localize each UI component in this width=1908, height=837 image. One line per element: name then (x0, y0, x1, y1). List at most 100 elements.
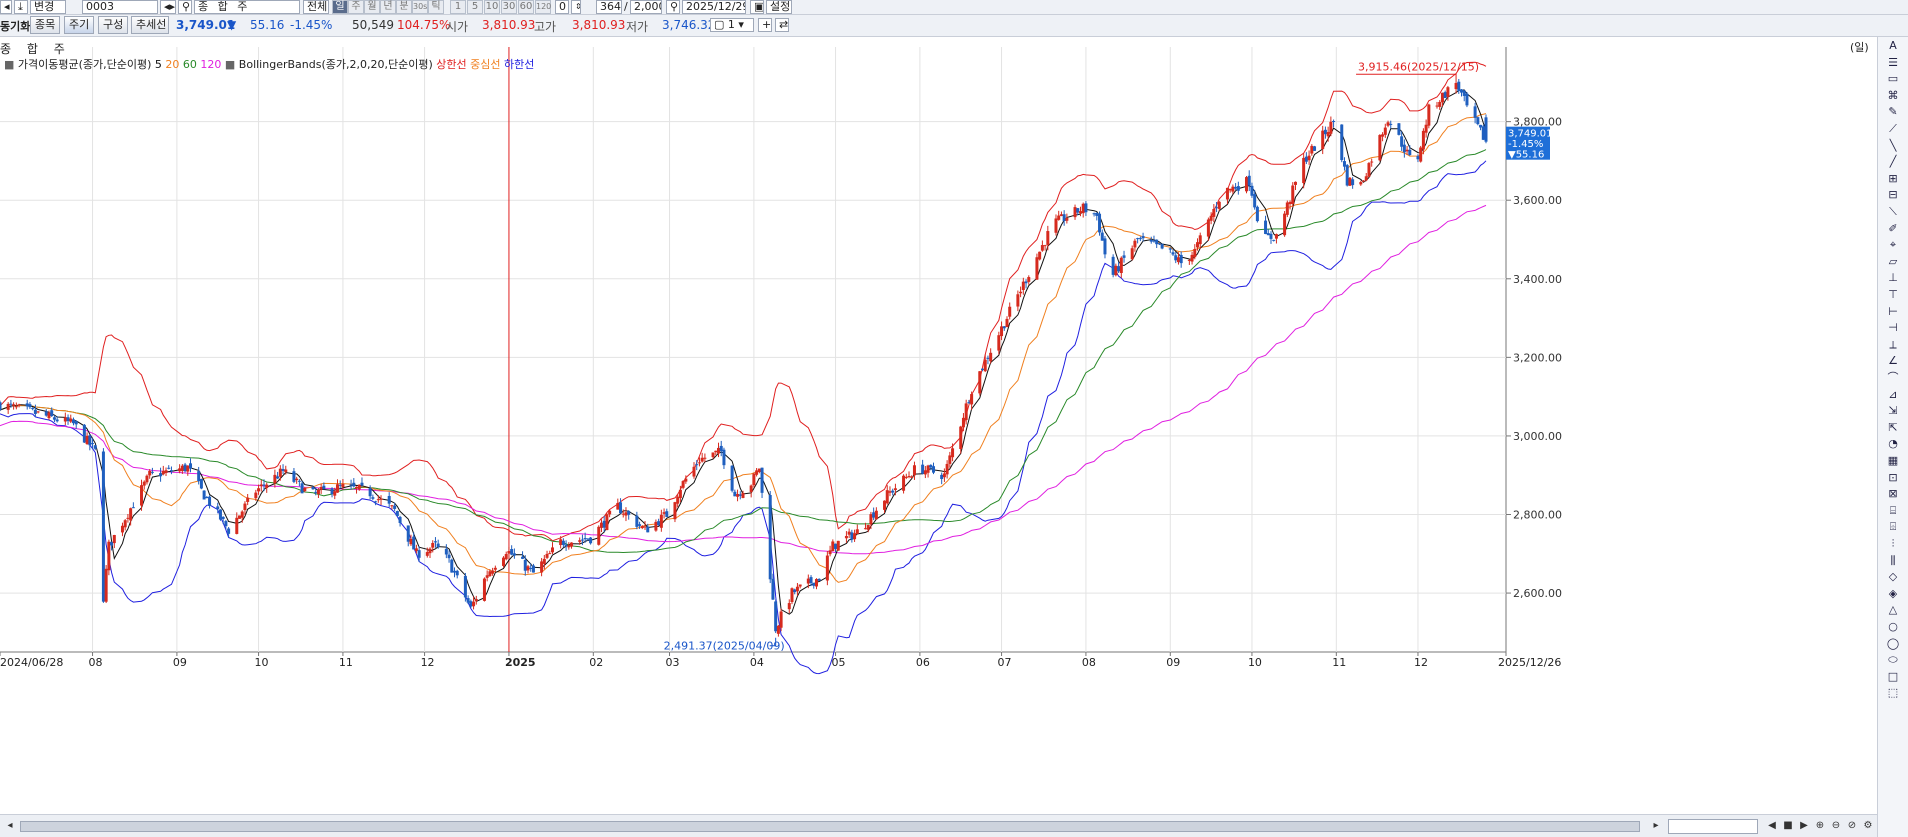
draw-tool-icon[interactable]: ◔ (1888, 437, 1898, 451)
tab-item[interactable]: 종목 (30, 16, 60, 34)
swap-icon[interactable]: ⇄ (775, 18, 789, 32)
draw-tool-icon[interactable]: ╲ (1889, 138, 1897, 152)
draw-tool-icon[interactable]: A (1889, 39, 1897, 52)
total-field[interactable]: 2,000 (630, 0, 662, 14)
period-tab[interactable]: 30s (412, 0, 428, 14)
bottom-scrollbar[interactable]: ◂ ▸ ◀ ■ ▶ ⊕ ⊖ ⊘ ⚙ (0, 814, 1877, 837)
scroll-thumb[interactable] (20, 821, 1640, 832)
add-icon[interactable]: + (758, 18, 772, 32)
draw-tool-icon[interactable]: ▱ (1888, 254, 1898, 268)
draw-tool-icon[interactable]: ⌸ (1889, 503, 1897, 517)
tick-tab[interactable]: 5 (467, 0, 483, 14)
play-icon[interactable]: ▶ (1800, 820, 1808, 831)
draw-tool-icon[interactable]: □ (1887, 669, 1899, 683)
period-tab[interactable]: 틱 (428, 0, 444, 14)
candle-body (1351, 179, 1355, 186)
tab-period[interactable]: 주기 (64, 16, 94, 34)
candle-body (757, 468, 761, 473)
draw-tool-icon[interactable]: ⌖ (1889, 238, 1897, 252)
draw-tool-icon[interactable]: ◯ (1886, 636, 1900, 650)
layout-select[interactable]: ▢ 1 ▾ (710, 18, 754, 32)
save-icon[interactable]: ▣ (750, 0, 764, 14)
draw-tool-icon[interactable]: ⊢ (1888, 304, 1898, 318)
draw-tool-icon[interactable]: ⌹ (1889, 520, 1897, 534)
draw-tool-icon[interactable]: ⊤ (1888, 288, 1898, 301)
draw-tool-icon[interactable]: ▦ (1887, 454, 1899, 467)
period-tab[interactable]: 일 (332, 0, 348, 14)
draw-tool-icon[interactable]: ⊥ (1888, 271, 1898, 285)
code-input[interactable]: 0003 (82, 0, 158, 14)
stock-name-field[interactable]: 종 합 주 (194, 0, 300, 14)
spin-value[interactable]: 0 (555, 0, 569, 14)
candle-body (847, 531, 851, 535)
draw-tool-icon[interactable]: ⟂ (1889, 337, 1897, 351)
menu-arrow-icon[interactable]: ◂ (0, 0, 12, 14)
draw-tool-icon[interactable]: ✎ (1888, 105, 1898, 119)
tab-compose[interactable]: 구성 (98, 16, 128, 34)
candle-body (774, 601, 778, 632)
draw-tool-icon[interactable]: ⟍ (1889, 205, 1897, 218)
draw-tool-icon[interactable]: ⊿ (1888, 387, 1898, 401)
candle-body (1364, 176, 1368, 181)
scroll-right-icon[interactable]: ▸ (1653, 820, 1659, 831)
scroll-left-icon[interactable]: ◂ (7, 820, 13, 831)
stop-icon[interactable]: ■ (1783, 820, 1793, 831)
draw-tool-icon[interactable]: △ (1888, 603, 1898, 617)
tick-tab[interactable]: 120 (535, 0, 551, 14)
draw-tool-icon[interactable]: ⇱ (1888, 420, 1898, 434)
period-tab[interactable]: 년 (380, 0, 396, 14)
candle-body (246, 497, 250, 502)
period-tab[interactable]: 주 (348, 0, 364, 14)
candle-body (178, 468, 182, 472)
candle-body (902, 475, 906, 491)
zoom-out-icon[interactable]: ⊖ (1831, 820, 1841, 831)
draw-tool-icon[interactable]: ⬭ (1888, 653, 1898, 667)
draw-tool-icon[interactable]: ⊟ (1888, 188, 1898, 202)
draw-tool-icon[interactable]: ⊣ (1888, 321, 1898, 335)
zoom-reset-icon[interactable]: ⊘ (1847, 820, 1857, 831)
draw-tool-icon[interactable]: ⬚ (1887, 686, 1899, 700)
draw-tool-icon[interactable]: ☰ (1888, 55, 1898, 69)
candle-body (183, 464, 187, 472)
settings-button[interactable]: 설정 (766, 0, 792, 14)
scope-button[interactable]: 전체 (303, 0, 329, 14)
tick-tab[interactable]: 30 (501, 0, 517, 14)
draw-tool-icon[interactable]: ▭ (1887, 72, 1899, 86)
zoom-icon[interactable]: ⚲ (666, 0, 680, 14)
period-tab[interactable]: 월 (364, 0, 380, 14)
mode-select[interactable]: 변경 (30, 0, 66, 14)
draw-tool-icon[interactable]: ◇ (1888, 570, 1898, 584)
tick-tab[interactable]: 60 (518, 0, 534, 14)
draw-tool-icon[interactable]: ⌘ (1887, 88, 1899, 102)
draw-tool-icon[interactable]: ⌒ (1887, 371, 1899, 384)
draw-tool-icon[interactable]: ○ (1888, 620, 1898, 633)
draw-tool-icon[interactable]: ⊞ (1888, 171, 1898, 185)
draw-tool-icon[interactable]: ⟋ (1889, 122, 1897, 135)
draw-tool-icon[interactable]: ◈ (1888, 586, 1898, 600)
draw-tool-icon[interactable]: ╱ (1889, 155, 1897, 169)
draw-tool-icon[interactable]: ⊡ (1888, 470, 1898, 484)
draw-tool-icon[interactable]: ⫶ (1891, 537, 1895, 550)
zoom-slider[interactable] (1668, 819, 1758, 834)
search-icon[interactable]: ⚲ (178, 0, 192, 14)
download-icon[interactable]: ⤓ (14, 0, 28, 14)
open-label: 시가 (446, 20, 469, 34)
count-field[interactable]: 364 (596, 0, 622, 14)
draw-tool-icon[interactable]: ⊠ (1888, 487, 1898, 501)
tab-trendline[interactable]: 추세선 (131, 16, 169, 34)
draw-tool-icon[interactable]: ⫼ (1890, 553, 1896, 567)
spin-arrows-icon[interactable]: ⇕ (571, 0, 581, 14)
candle-body (1293, 181, 1297, 185)
tick-tab[interactable]: 10 (484, 0, 500, 14)
settings-gear-icon[interactable]: ⚙ (1863, 820, 1873, 831)
period-tab[interactable]: 분 (396, 0, 412, 14)
draw-tool-icon[interactable]: ⇲ (1888, 404, 1898, 418)
draw-tool-icon[interactable]: ∠ (1888, 354, 1898, 368)
date-field[interactable]: 2025/12/29 (682, 0, 746, 14)
tick-tab[interactable]: 1 (450, 0, 466, 14)
play-back-icon[interactable]: ◀ (1768, 820, 1776, 831)
draw-tool-icon[interactable]: ✐ (1888, 221, 1898, 235)
prev-next-icon[interactable]: ◂▸ (160, 0, 176, 14)
zoom-in-icon[interactable]: ⊕ (1815, 820, 1825, 831)
